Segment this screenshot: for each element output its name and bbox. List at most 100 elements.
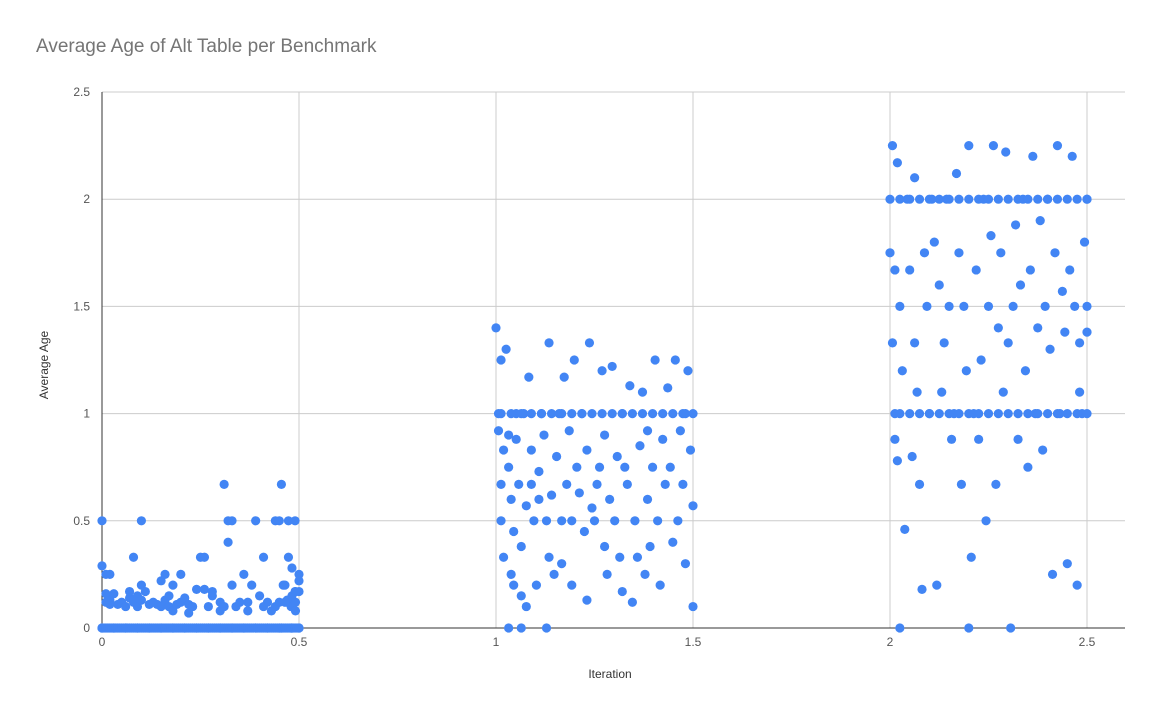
data-point: [255, 591, 265, 601]
y-tick-label: 1.5: [73, 299, 90, 313]
data-point: [675, 426, 685, 436]
data-point: [290, 516, 300, 526]
data-point: [557, 516, 567, 526]
data-point: [544, 552, 554, 562]
data-point: [685, 445, 696, 455]
data-point: [516, 409, 526, 419]
data-point: [653, 516, 663, 526]
data-point: [579, 526, 589, 537]
data-point: [1072, 194, 1082, 204]
data-point: [506, 409, 516, 419]
data-point: [160, 569, 170, 580]
data-point: [498, 445, 509, 455]
y-axis-label: Average Age: [37, 330, 51, 399]
data-point: [635, 441, 645, 451]
data-point: [529, 516, 539, 526]
data-point: [564, 426, 574, 436]
data-point: [961, 366, 971, 376]
data-point: [1082, 194, 1092, 204]
data-point: [1082, 409, 1092, 419]
data-point: [582, 595, 592, 605]
data-point: [996, 248, 1006, 258]
data-point: [559, 372, 569, 382]
x-axis-label: Iteration: [588, 667, 631, 681]
data-point: [121, 601, 131, 612]
data-point: [964, 623, 974, 633]
data-point: [885, 194, 895, 204]
data-point: [577, 409, 587, 419]
data-point: [1023, 409, 1033, 419]
data-point: [1003, 409, 1013, 419]
data-point: [988, 141, 999, 151]
data-point: [592, 479, 602, 489]
data-point: [954, 194, 964, 204]
data-point: [983, 301, 994, 311]
data-point: [1028, 151, 1038, 161]
data-point: [934, 194, 944, 204]
data-point: [615, 552, 625, 562]
data-point: [924, 194, 935, 204]
data-point: [605, 494, 615, 504]
data-point: [235, 597, 245, 607]
data-point: [203, 601, 213, 612]
data-point: [900, 524, 910, 534]
chart-title: Average Age of Alt Table per Benchmark: [36, 36, 377, 57]
y-tick-label: 0: [83, 621, 90, 635]
data-point: [892, 158, 902, 168]
data-point: [539, 430, 549, 440]
data-point: [1067, 151, 1077, 161]
data-point: [506, 494, 516, 504]
data-point: [516, 591, 526, 601]
data-point: [290, 586, 301, 597]
data-point: [247, 580, 257, 590]
y-tick-label: 0.5: [73, 514, 90, 528]
data-point: [1079, 237, 1090, 247]
data-point: [617, 409, 627, 419]
data-point: [1013, 409, 1023, 419]
data-point: [188, 601, 198, 612]
data-point: [917, 584, 927, 595]
data-point: [516, 541, 526, 552]
data-point: [924, 409, 935, 419]
data-point: [557, 409, 567, 419]
data-point: [140, 586, 150, 597]
x-tick-label: 2.5: [1079, 635, 1096, 649]
data-point: [887, 141, 898, 151]
data-point: [239, 569, 249, 580]
data-point: [294, 569, 304, 580]
data-point: [243, 606, 253, 616]
data-point: [1072, 409, 1082, 419]
x-tick-label: 1: [493, 635, 500, 649]
data-point: [1062, 194, 1072, 204]
data-point: [1052, 409, 1063, 419]
data-point: [1003, 338, 1013, 348]
data-point: [934, 409, 944, 419]
data-point: [1013, 194, 1023, 204]
data-point: [1052, 194, 1063, 204]
data-point: [1033, 323, 1043, 333]
data-point: [974, 434, 984, 444]
data-point: [964, 141, 974, 151]
data-point: [541, 623, 552, 633]
data-point: [1013, 434, 1023, 444]
data-point: [645, 541, 655, 552]
data-point: [993, 194, 1003, 204]
data-point: [602, 569, 612, 580]
data-point: [932, 580, 942, 590]
data-point: [1023, 462, 1033, 472]
data-point: [951, 168, 962, 179]
data-point: [97, 516, 107, 526]
data-point: [496, 516, 506, 526]
data-point: [567, 580, 577, 590]
data-point: [914, 409, 925, 419]
data-point: [964, 409, 974, 419]
data-point: [910, 338, 920, 348]
data-point: [504, 430, 514, 440]
data-point: [287, 563, 297, 573]
data-point: [493, 426, 504, 436]
data-point: [892, 456, 902, 466]
data-point: [632, 552, 643, 562]
data-point: [584, 338, 595, 348]
data-point: [907, 451, 917, 462]
data-point: [673, 516, 683, 526]
